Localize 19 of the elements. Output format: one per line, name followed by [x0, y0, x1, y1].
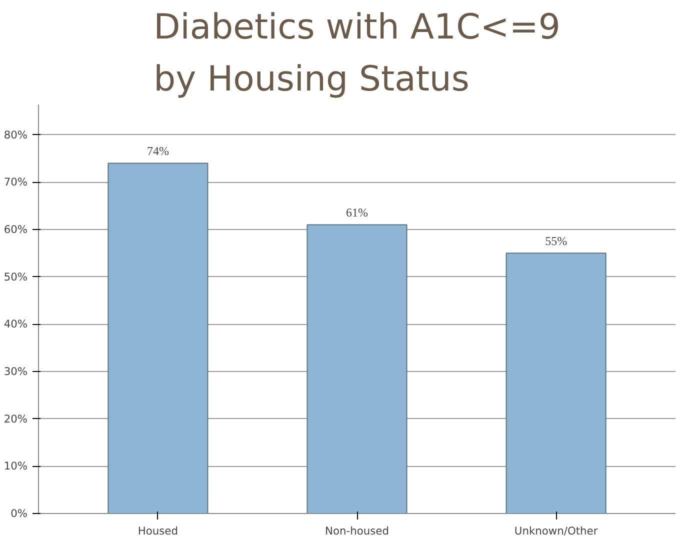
y-tick-label: 0%: [10, 507, 28, 520]
y-tick-label: 50%: [4, 270, 28, 284]
data-label: 74%: [146, 144, 169, 158]
y-tick-label: 60%: [4, 222, 28, 236]
y-tick-label: 70%: [4, 176, 28, 189]
bar: [506, 252, 606, 514]
y-tick-label: 40%: [4, 318, 28, 331]
data-label: 61%: [346, 206, 368, 220]
y-tick-label: 10%: [4, 460, 28, 473]
bar: [108, 162, 208, 514]
x-tick-label: Non-housed: [325, 524, 390, 538]
y-tick-label: 20%: [4, 412, 28, 426]
x-tick-label: Unknown/Other: [514, 524, 598, 538]
x-tick-label: Housed: [138, 524, 178, 538]
y-tick-label: 30%: [4, 364, 28, 378]
data-label: 55%: [545, 234, 568, 248]
y-tick-label: 80%: [4, 128, 28, 142]
bar: [306, 224, 408, 514]
chart-title: Diabetics with A1C<=9 by Housing Status: [154, 8, 560, 100]
